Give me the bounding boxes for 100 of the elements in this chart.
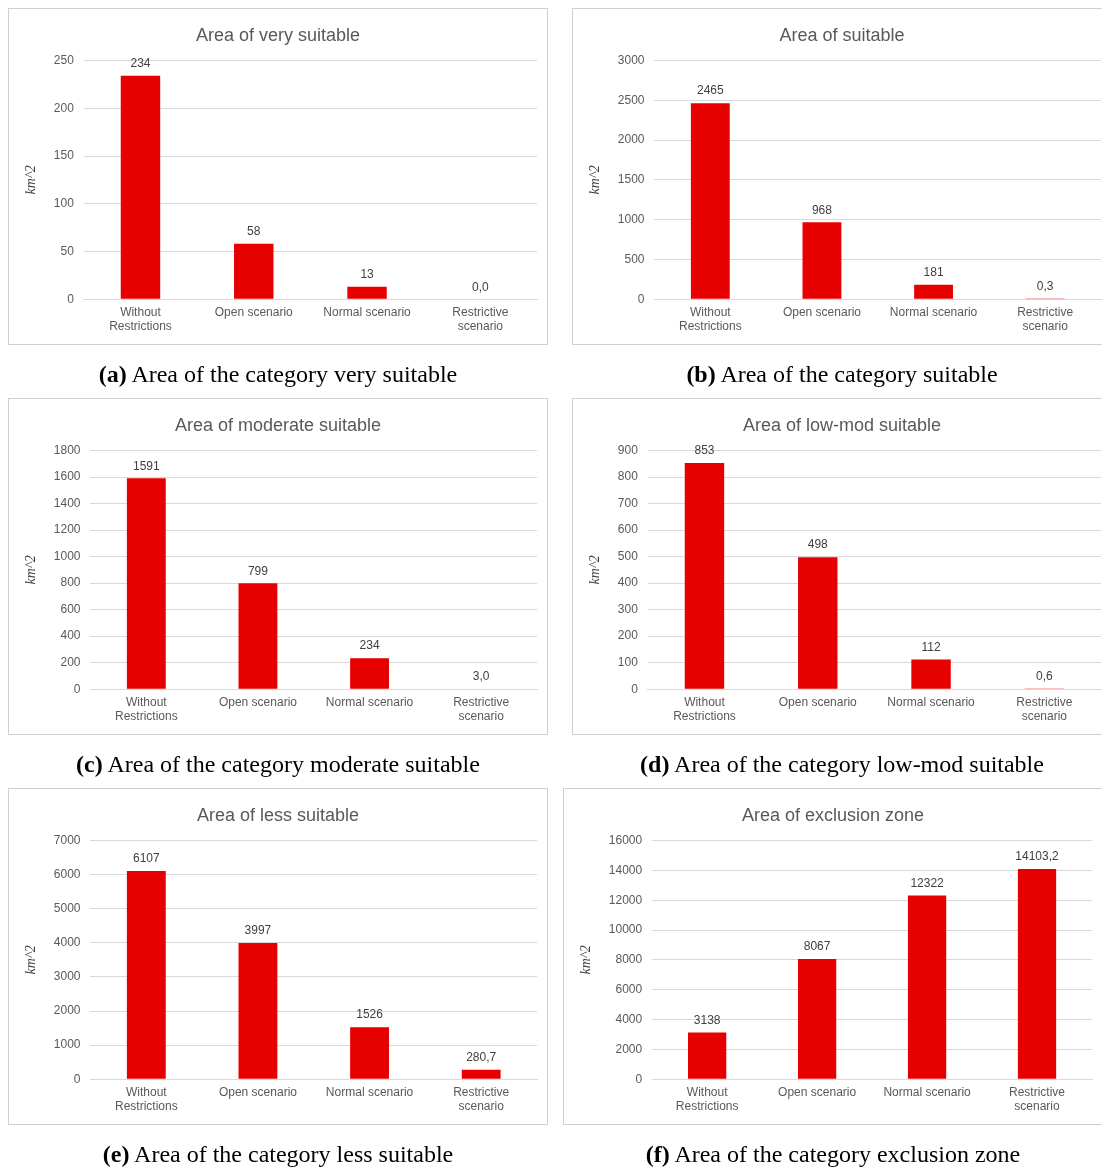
y-tick-label: 0 (73, 1071, 81, 1086)
chart-title: Area of very suitable (195, 24, 361, 45)
text: (b) Area of the category suitable (685, 361, 999, 388)
chart-title: Area of exclusion zone (741, 804, 925, 825)
text: (e) Area of the category less suitable (101, 1141, 455, 1168)
y-axis-title: km^2 (587, 165, 603, 195)
data-label: 280,7 (466, 1049, 497, 1064)
data-label: 3997 (244, 923, 272, 938)
y-tick-label: 700 (617, 495, 639, 510)
data-label: 498 (807, 537, 829, 552)
data-label: 14103,2 (1015, 849, 1060, 864)
y-tick-label: 1000 (53, 548, 81, 563)
data-label: 853 (694, 443, 715, 458)
bar (350, 1027, 389, 1079)
y-tick-label: 0 (631, 681, 639, 696)
data-label: 8067 (803, 939, 831, 954)
x-tick-label: Normal scenario (889, 304, 978, 319)
y-tick-label: 2000 (53, 1003, 81, 1018)
y-tick-label: 100 (617, 655, 639, 669)
y-tick-label: 200 (617, 628, 639, 643)
bar (684, 463, 725, 689)
bar (350, 658, 389, 689)
data-label: 13 (360, 267, 375, 282)
x-tick-label: Restrictive scenario (1017, 304, 1074, 334)
data-label: 0,0 (472, 279, 490, 294)
y-tick-label: 1400 (53, 495, 81, 510)
y-axis-title: km^2 (578, 945, 594, 975)
data-label: 58 (247, 224, 261, 239)
y-tick-label: 5000 (53, 901, 81, 916)
bar (914, 284, 953, 299)
y-axis-title: km^2 (23, 165, 39, 195)
data-label: 1526 (356, 1007, 384, 1022)
x-tick-label: Without Restrictions (114, 1084, 178, 1114)
y-tick-label: 0 (67, 291, 75, 306)
y-tick-label: 14000 (608, 862, 643, 877)
data-label: 0,6 (1036, 669, 1054, 684)
data-label: 2465 (696, 83, 724, 98)
bar (688, 1032, 727, 1079)
x-tick-label: Open scenario (782, 304, 862, 319)
y-tick-label: 3000 (617, 52, 645, 67)
y-tick-label: 1600 (53, 469, 81, 484)
y-tick-label: 3000 (53, 969, 81, 984)
bar (911, 659, 951, 689)
text: (d) Area of the category low-mod suitable (639, 751, 1045, 778)
bar (126, 871, 166, 1079)
data-label: 968 (811, 202, 833, 217)
y-tick-label: 10000 (608, 922, 643, 937)
data-label: 799 (247, 563, 269, 578)
y-tick-label: 400 (617, 575, 639, 590)
y-tick-label: 0 (637, 291, 645, 306)
x-tick-label: Normal scenario (325, 1084, 414, 1099)
x-tick-label: Open scenario (214, 304, 294, 319)
data-label: 3138 (693, 1012, 721, 1027)
y-tick-label: 0 (73, 681, 81, 696)
y-tick-label: 1000 (53, 1037, 81, 1052)
x-tick-label: Open scenario (778, 1084, 857, 1099)
chart-title: Area of less suitable (196, 804, 360, 825)
x-tick-label: Normal scenario (323, 304, 412, 319)
x-tick-label: Restrictive scenario (453, 694, 510, 724)
y-tick-label: 16000 (608, 832, 643, 847)
x-tick-label: Restrictive scenario (1009, 1084, 1066, 1114)
data-label: 1591 (132, 458, 160, 473)
chart-title: Area of suitable (779, 24, 905, 45)
chart-title: Area of low-mod suitable (742, 414, 942, 435)
bar (234, 243, 274, 299)
data-label: 234 (130, 56, 151, 71)
x-tick-label: Normal scenario (883, 1084, 972, 1099)
x-tick-label: Without Restrictions (678, 304, 742, 334)
bar (461, 1069, 501, 1079)
y-tick-label: 4000 (615, 1011, 643, 1026)
text: (c) Area of the category moderate suitable (75, 751, 481, 778)
y-tick-label: 200 (53, 100, 75, 115)
y-tick-label: 8000 (615, 952, 643, 967)
bar (120, 75, 161, 299)
x-tick-label: Open scenario (778, 694, 858, 709)
y-tick-label: 2000 (615, 1041, 643, 1056)
data-label: 6107 (132, 851, 160, 866)
y-tick-label: 200 (60, 655, 81, 669)
data-label: 234 (359, 638, 380, 653)
bar (798, 557, 838, 689)
y-tick-label: 2000 (617, 132, 645, 147)
data-label: 12322 (910, 875, 945, 890)
bar (347, 286, 387, 299)
bar (802, 222, 842, 299)
y-tick-label: 12000 (608, 892, 643, 907)
text: (f) Area of the category exclusion zone (644, 1141, 1022, 1168)
y-tick-label: 900 (617, 442, 639, 457)
y-tick-label: 250 (53, 52, 75, 67)
x-tick-label: Normal scenario (887, 694, 976, 709)
data-label: 3,0 (472, 669, 490, 684)
data-label: 0,3 (1036, 279, 1054, 294)
y-axis-title: km^2 (587, 555, 603, 585)
bar (238, 942, 278, 1079)
bar (238, 583, 278, 689)
y-tick-label: 1200 (53, 522, 81, 537)
y-tick-label: 800 (617, 469, 639, 484)
data-label: 112 (921, 639, 941, 654)
x-tick-label: Open scenario (218, 1084, 298, 1099)
y-tick-label: 1000 (617, 211, 645, 226)
y-tick-label: 600 (60, 601, 81, 616)
